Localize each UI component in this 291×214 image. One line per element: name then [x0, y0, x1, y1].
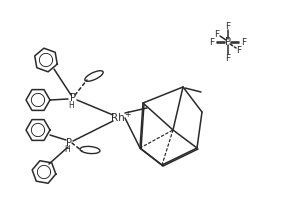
- Text: F: F: [226, 21, 230, 31]
- Text: P: P: [225, 37, 231, 47]
- Text: P: P: [66, 138, 72, 148]
- Text: F: F: [210, 37, 214, 46]
- Text: F: F: [236, 46, 242, 55]
- Text: F: F: [242, 37, 246, 46]
- Text: Rh: Rh: [111, 113, 125, 123]
- Text: P: P: [70, 93, 76, 103]
- Text: H: H: [68, 101, 74, 110]
- Text: F: F: [214, 30, 220, 39]
- Text: F: F: [226, 54, 230, 62]
- Text: H: H: [64, 146, 70, 155]
- Text: +: +: [124, 110, 130, 119]
